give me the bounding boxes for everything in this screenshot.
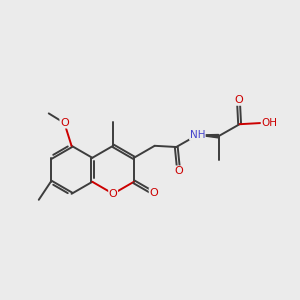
- Polygon shape: [197, 134, 219, 138]
- Text: OH: OH: [261, 118, 277, 128]
- Text: NH: NH: [190, 130, 205, 140]
- Text: O: O: [60, 118, 69, 128]
- Text: O: O: [234, 95, 243, 105]
- Text: O: O: [149, 188, 158, 198]
- Text: O: O: [174, 166, 183, 176]
- Text: O: O: [109, 189, 118, 199]
